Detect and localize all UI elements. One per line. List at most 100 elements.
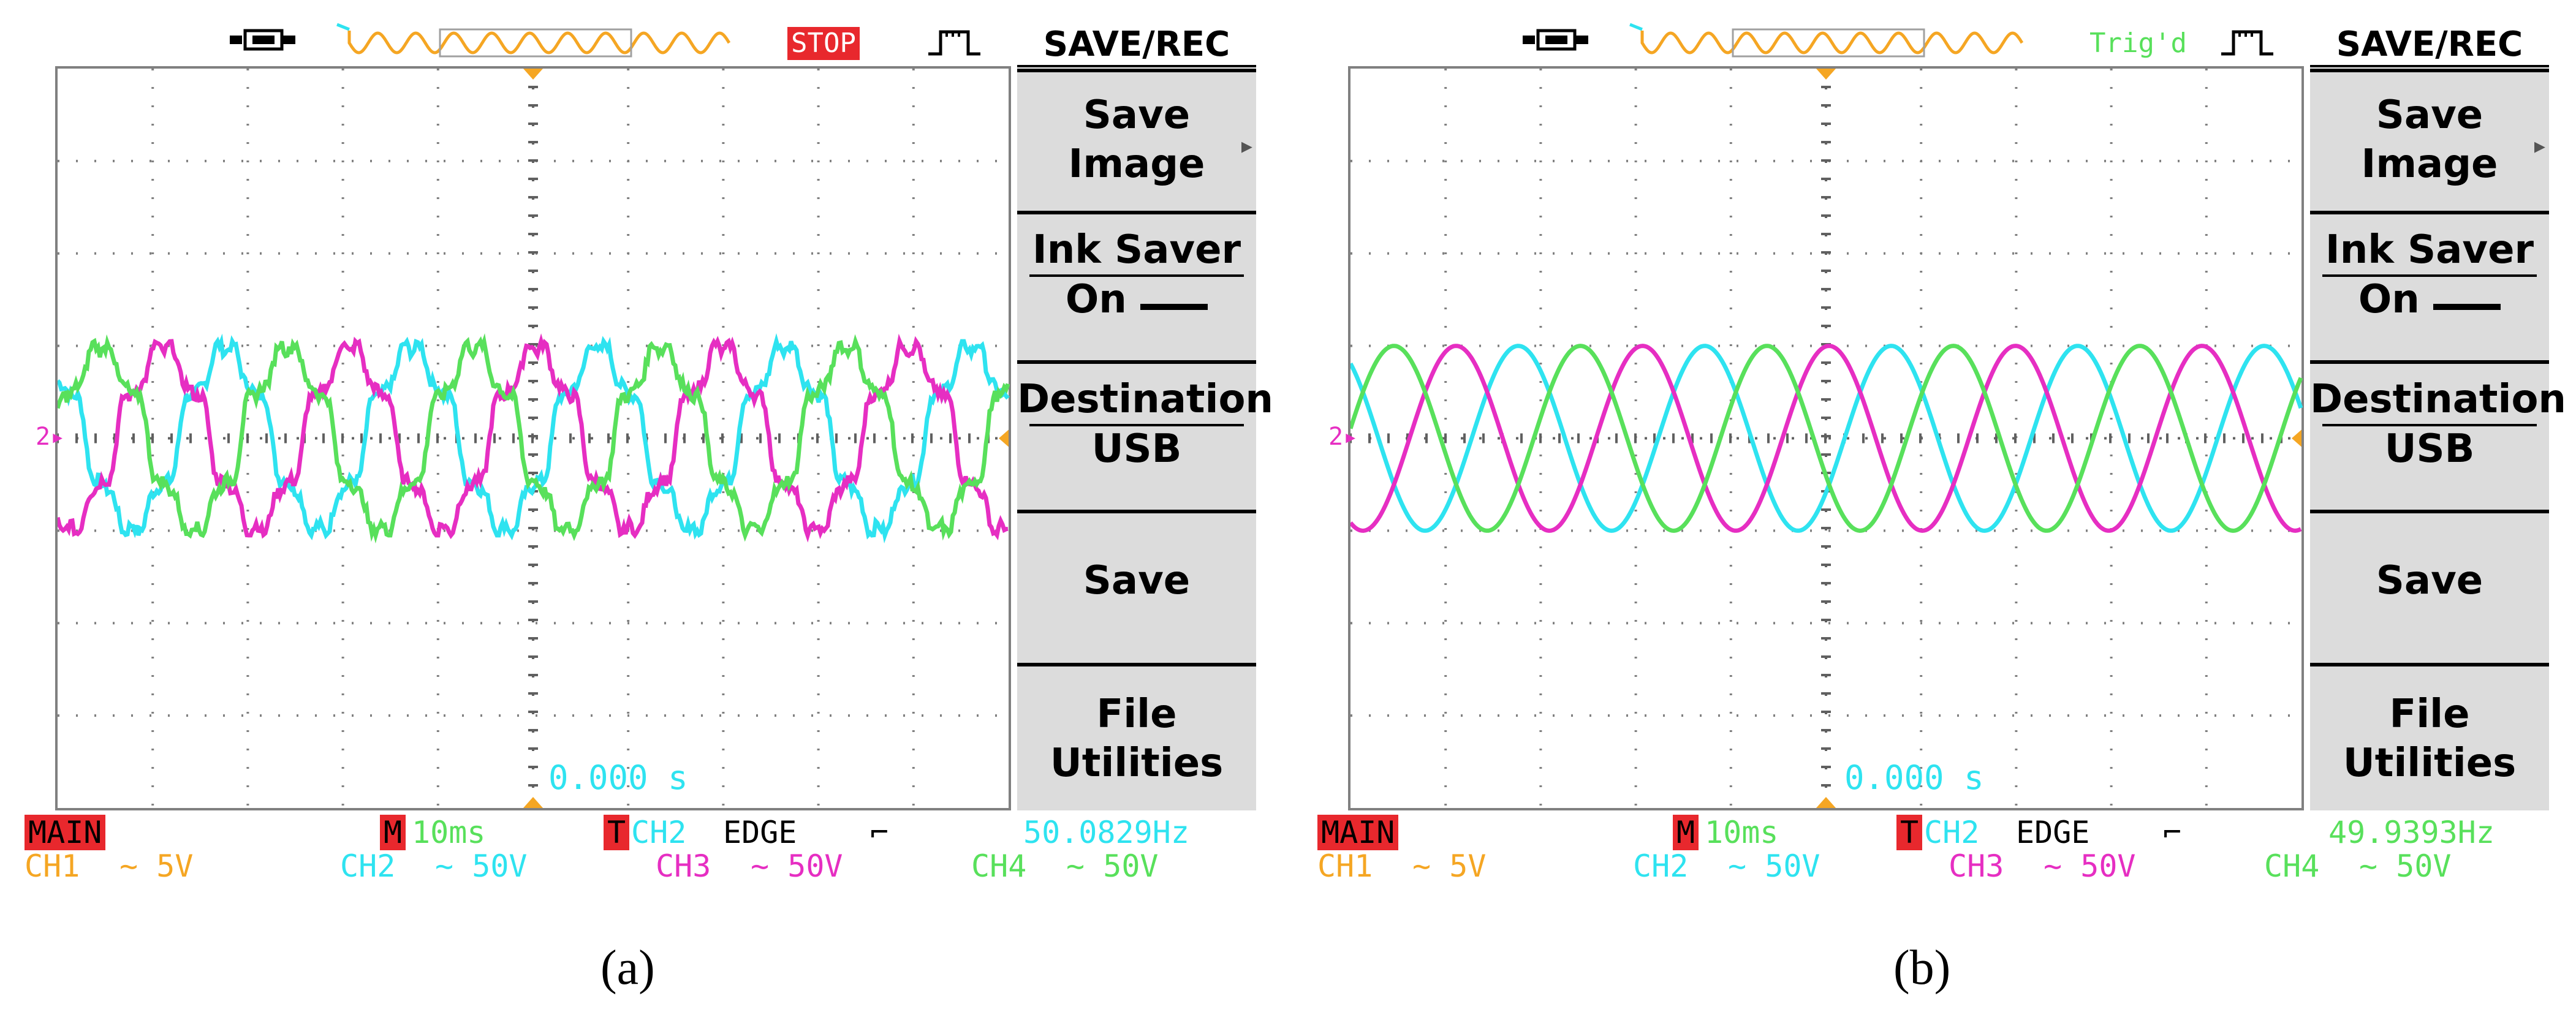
usb-icon: [230, 29, 295, 51]
waveform-ch2: [1351, 344, 2303, 533]
time-position-readout: 0.000 s: [1844, 758, 1984, 797]
top-bar-graphics: [230, 23, 980, 58]
ch2-scale-value: 50V: [1765, 848, 1820, 884]
waveform-ch4: [1351, 344, 2303, 533]
ch4-scale-value: 50V: [1103, 848, 1159, 884]
destination-button[interactable]: Destination USB: [1017, 360, 1273, 510]
save-button[interactable]: Save: [1017, 510, 1256, 663]
trigger-source: CH2: [631, 815, 687, 850]
ink-saver-value-text: On: [1065, 277, 1127, 322]
file-utilities-button[interactable]: File Utilities: [2310, 663, 2549, 810]
timebase-value: 10ms: [412, 815, 486, 850]
ch4-name: CH4: [2264, 848, 2320, 884]
timebase-value: 10ms: [1705, 815, 1779, 850]
ch1-scale: ∼ 5V: [119, 848, 194, 884]
ch2-name: CH2: [1633, 848, 1689, 884]
channel-ground-marker: 2▸: [36, 423, 66, 451]
submenu-arrow-icon: ▸: [1241, 134, 1252, 159]
ch1-scale-value: 5V: [1449, 848, 1487, 884]
destination-button[interactable]: Destination USB: [2310, 360, 2566, 510]
graticule: [58, 69, 1010, 808]
destination-label: Destination: [1017, 377, 1273, 422]
ch3-scale-value: 50V: [2080, 848, 2136, 884]
ch4-name: CH4: [971, 848, 1027, 884]
ink-saver-label: Ink Saver: [2325, 227, 2534, 273]
ch4-scale: ∼ 50V: [2359, 848, 2452, 884]
destination-value: USB: [1029, 424, 1244, 472]
top-bar-graphics: [1523, 23, 2273, 58]
trigger-slope-icon: ⌐: [870, 815, 889, 850]
ink-saver-icon: [1140, 293, 1208, 311]
memory-window-indicator: [336, 23, 731, 58]
memory-window-indicator: [1629, 23, 2024, 58]
time-position-readout: 0.000 s: [548, 758, 688, 797]
file-utilities-label-1: File: [2389, 692, 2470, 737]
destination-label: Destination: [2310, 377, 2566, 422]
timebase-marker: M: [1673, 815, 1699, 850]
ink-saver-value: On: [2322, 274, 2537, 322]
save-image-label-1: Save: [1083, 92, 1191, 138]
acquire-mode-icon: [928, 30, 980, 56]
bottom-status-bar: MAIN M 10ms T CH2 EDGE ⌐ 50.0829Hz CH1 ∼…: [0, 815, 1256, 884]
acquire-mode-icon: [2221, 30, 2273, 56]
ch2-scale-value: 50V: [472, 848, 528, 884]
save-label: Save: [2376, 558, 2483, 603]
ch3-name: CH3: [1949, 848, 2004, 884]
ch1-name: CH1: [1317, 848, 1373, 884]
trigger-type: EDGE: [723, 815, 797, 850]
ink-saver-button[interactable]: Ink Saver On: [1017, 211, 1256, 360]
panel-caption: (b): [1893, 941, 1951, 995]
trigger-position-marker-bottom: [523, 797, 543, 808]
trigger-position-marker-bottom: [1816, 797, 1836, 808]
save-image-label-2: Image: [1068, 142, 1205, 187]
graticule: [1351, 69, 2303, 808]
ch4-scale: ∼ 50V: [1066, 848, 1159, 884]
ch2-scale: ∼ 50V: [1728, 848, 1820, 884]
menu-title: SAVE/REC: [1017, 25, 1256, 67]
frequency-readout: 49.9393Hz: [2328, 815, 2495, 850]
trigger-marker: T: [604, 815, 630, 850]
main-timebase-label: MAIN: [25, 815, 106, 850]
main-timebase-label: MAIN: [1317, 815, 1399, 850]
waveform-ch4: [58, 333, 1010, 544]
submenu-arrow-icon: ▸: [2534, 134, 2545, 159]
trigger-position-marker-top: [523, 69, 543, 80]
trigger-slope-icon: ⌐: [2163, 815, 2182, 850]
waveform-display: [55, 66, 1011, 810]
oscilloscope-panel-b: Trig'd 2▸ 0.000 s SAVE/REC Save Image ▸ …: [1293, 0, 2566, 995]
ch3-scale: ∼ 50V: [2044, 848, 2136, 884]
trigger-position-marker-top: [1816, 69, 1836, 80]
ch2-name: CH2: [340, 848, 396, 884]
timebase-marker: M: [380, 815, 406, 850]
usb-icon: [1523, 29, 1588, 51]
ink-saver-icon: [2433, 293, 2501, 311]
top-status-bar: STOP: [0, 0, 1012, 64]
save-button[interactable]: Save: [2310, 510, 2549, 663]
file-utilities-button[interactable]: File Utilities: [1017, 663, 1256, 810]
file-utilities-label-2: Utilities: [1050, 741, 1224, 786]
ch2-scale: ∼ 50V: [435, 848, 528, 884]
oscilloscope-panel-a: STOP 2▸ 0.000 s SAVE/REC Save Image ▸ In…: [0, 0, 1273, 995]
ch3-scale: ∼ 50V: [751, 848, 843, 884]
destination-value: USB: [2322, 424, 2537, 472]
ink-saver-value-text: On: [2358, 277, 2420, 322]
save-image-label-2: Image: [2361, 142, 2498, 187]
trigger-level-marker: [2292, 429, 2301, 447]
save-rec-menu: SAVE/REC Save Image ▸ Ink Saver On Desti…: [1017, 25, 1273, 810]
waveform-ch3: [58, 333, 1009, 543]
trigger-marker: T: [1896, 815, 1923, 850]
bottom-status-bar: MAIN M 10ms T CH2 EDGE ⌐ 49.9393Hz CH1 ∼…: [1293, 815, 2549, 884]
panel-caption: (a): [600, 941, 655, 995]
waveform-ch3: [1351, 344, 2302, 533]
save-image-label-1: Save: [2376, 92, 2483, 138]
save-rec-menu: SAVE/REC Save Image ▸ Ink Saver On Desti…: [2310, 25, 2566, 810]
trigger-source: CH2: [1924, 815, 1980, 850]
channel-ground-marker: 2▸: [1328, 423, 1358, 451]
ch3-scale-value: 50V: [787, 848, 843, 884]
save-image-button[interactable]: Save Image ▸: [2310, 69, 2549, 211]
top-status-bar: Trig'd: [1293, 0, 2305, 64]
trigger-level-marker: [999, 429, 1009, 447]
waveform-display: [1348, 66, 2304, 810]
ink-saver-button[interactable]: Ink Saver On: [2310, 211, 2549, 360]
save-image-button[interactable]: Save Image ▸: [1017, 69, 1256, 211]
